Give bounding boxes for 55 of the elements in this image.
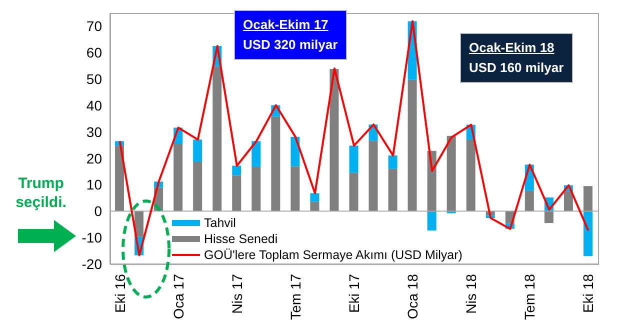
bar bbox=[252, 141, 261, 168]
bar bbox=[427, 211, 436, 230]
annotation: USD 320 milyar bbox=[243, 36, 338, 54]
bar bbox=[330, 69, 339, 212]
annotation: Ocak-Ekim 18 bbox=[469, 39, 556, 57]
legend-label: Tahvil bbox=[204, 215, 236, 231]
x-tick-label: Tem 18 bbox=[522, 274, 538, 320]
bar bbox=[193, 140, 202, 162]
bar bbox=[583, 186, 592, 212]
y-tick-label: -10 bbox=[82, 230, 102, 246]
y-tick-label: 30 bbox=[86, 124, 102, 140]
y-tick-label: 50 bbox=[86, 71, 102, 88]
bar bbox=[388, 168, 398, 212]
bar bbox=[193, 162, 202, 212]
y-tick-label: 0 bbox=[94, 203, 102, 220]
y-tick-label: 10 bbox=[86, 176, 102, 193]
y-tick-label: 40 bbox=[86, 97, 102, 114]
bar bbox=[446, 136, 456, 212]
legend-label: GOÜ'lere Toplam Sermaye Akımı (USD Milyar) bbox=[204, 247, 462, 263]
x-tick-label: Tem 17 bbox=[287, 274, 304, 320]
y-tick-label: 70 bbox=[86, 18, 102, 34]
x-tick-label: Oca 17 bbox=[170, 274, 186, 320]
bar bbox=[232, 175, 242, 212]
x-tick-label: Oca 18 bbox=[404, 274, 421, 320]
bar bbox=[349, 172, 358, 212]
bar bbox=[290, 166, 300, 212]
text: Trump seçildi. bbox=[14, 174, 68, 212]
bar bbox=[564, 191, 573, 212]
bar bbox=[232, 166, 242, 176]
legend-label: Hisse Senedi bbox=[204, 231, 278, 247]
x-tick-label: Eki 18 bbox=[580, 274, 596, 313]
bar bbox=[408, 80, 417, 212]
annotation: Ocak-Ekim 17 bbox=[243, 16, 330, 34]
bar bbox=[115, 146, 124, 212]
bar bbox=[174, 144, 183, 212]
bar bbox=[252, 167, 261, 212]
x-tick-label: Nis 18 bbox=[463, 274, 480, 314]
y-tick-label: 60 bbox=[86, 44, 102, 61]
bar bbox=[368, 140, 378, 212]
bar bbox=[466, 140, 476, 212]
bar bbox=[349, 146, 358, 173]
bar bbox=[388, 155, 398, 169]
y-tick-label: 20 bbox=[86, 150, 102, 166]
bar bbox=[271, 116, 280, 212]
bar bbox=[212, 66, 222, 212]
bar bbox=[524, 190, 534, 212]
x-tick-label: Nis 17 bbox=[228, 274, 245, 314]
bar bbox=[310, 193, 320, 202]
y-tick-label: -20 bbox=[82, 256, 102, 272]
annotation: USD 160 milyar bbox=[469, 59, 564, 77]
x-tick-label: Eki 16 bbox=[112, 274, 128, 313]
bar bbox=[544, 211, 554, 224]
x-tick-label: Eki 17 bbox=[346, 274, 362, 313]
bar bbox=[583, 211, 592, 256]
bar bbox=[310, 202, 320, 212]
